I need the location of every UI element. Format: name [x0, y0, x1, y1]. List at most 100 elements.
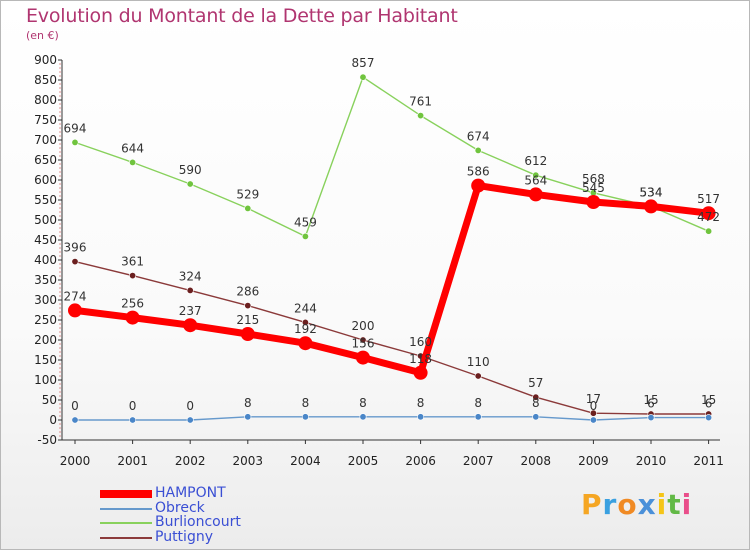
data-point-burlioncourt: [417, 112, 425, 120]
logo-letter: x: [637, 488, 657, 521]
data-label-obreck: 8: [244, 396, 252, 410]
data-label-obreck: 6: [647, 397, 655, 411]
x-tick-label: 2008: [521, 454, 552, 468]
y-minor-tick: [59, 371, 61, 373]
data-label-obreck: 0: [590, 399, 598, 413]
data-label-obreck: 8: [474, 396, 482, 410]
y-tick-label: 0: [49, 413, 57, 427]
y-tick-label: 500: [34, 213, 57, 227]
x-tick-label: 2002: [175, 454, 206, 468]
y-minor-tick: [59, 227, 61, 229]
data-label-obreck: 0: [129, 399, 137, 413]
y-minor-tick: [59, 435, 61, 437]
data-label-burlioncourt: 590: [179, 163, 202, 177]
y-minor-tick: [59, 411, 61, 413]
x-tick-label: 2005: [348, 454, 379, 468]
y-minor-tick: [59, 347, 61, 349]
y-minor-tick: [59, 415, 61, 417]
data-point-hampont: [528, 187, 543, 202]
y-minor-tick: [59, 251, 61, 253]
y-minor-tick: [59, 343, 61, 345]
y-minor-tick: [59, 67, 61, 69]
data-point-hampont: [701, 206, 716, 221]
y-minor-tick: [59, 395, 61, 397]
data-label-burlioncourt: 568: [582, 172, 605, 186]
line-chart: -500501001502002503003504004505005506006…: [34, 53, 724, 468]
legend-swatch: [100, 507, 152, 510]
y-minor-tick: [59, 263, 61, 265]
logo-letter: i: [656, 488, 668, 521]
data-label-burlioncourt: 612: [524, 154, 547, 168]
x-tick-label: 2006: [405, 454, 436, 468]
data-point-obreck: [417, 413, 425, 421]
data-label-obreck: 8: [359, 396, 367, 410]
legend-label: Puttigny: [155, 528, 213, 545]
y-minor-tick: [59, 127, 61, 129]
y-minor-tick: [59, 167, 61, 169]
data-point-puttigny: [474, 372, 482, 380]
data-point-obreck: [301, 413, 309, 421]
data-label-obreck: 8: [417, 396, 425, 410]
y-minor-tick: [59, 283, 61, 285]
y-minor-tick: [59, 163, 61, 165]
y-minor-tick: [59, 243, 61, 245]
data-label-hampont: 192: [294, 322, 317, 336]
y-minor-tick: [59, 287, 61, 289]
y-tick-label: 150: [34, 353, 57, 367]
data-label-obreck: 0: [71, 399, 79, 413]
y-minor-tick: [59, 111, 61, 113]
y-minor-tick: [59, 367, 61, 369]
y-tick-label: 100: [34, 373, 57, 387]
y-minor-tick: [59, 355, 61, 357]
y-minor-tick: [59, 107, 61, 109]
data-point-puttigny: [129, 272, 137, 280]
legend-label: HAMPONT: [155, 485, 226, 501]
data-label-burlioncourt: 534: [640, 185, 663, 199]
y-tick-label: 350: [34, 273, 57, 287]
y-minor-tick: [59, 375, 61, 377]
data-point-burlioncourt: [532, 171, 540, 179]
y-tick-label: -50: [37, 433, 57, 447]
x-tick-label: 2007: [463, 454, 494, 468]
data-label-puttigny: 160: [409, 335, 432, 349]
data-point-hampont: [183, 318, 198, 333]
data-label-puttigny: 396: [64, 241, 87, 255]
y-minor-tick: [59, 275, 61, 277]
data-point-burlioncourt: [705, 227, 713, 235]
data-point-obreck: [589, 416, 597, 424]
y-minor-tick: [59, 183, 61, 185]
data-label-obreck: 8: [532, 396, 540, 410]
data-point-puttigny: [244, 302, 252, 310]
logo-letter: r: [602, 488, 618, 521]
data-point-hampont: [586, 195, 601, 209]
y-minor-tick: [59, 387, 61, 389]
data-point-puttigny: [532, 393, 540, 401]
y-minor-tick: [59, 247, 61, 249]
data-point-hampont: [356, 350, 370, 365]
y-minor-tick: [59, 91, 61, 93]
data-label-burlioncourt: 674: [467, 129, 490, 143]
y-tick-label: 250: [34, 313, 57, 327]
data-point-burlioncourt: [301, 232, 309, 240]
y-minor-tick: [59, 211, 61, 213]
data-label-burlioncourt: 694: [64, 121, 87, 135]
data-point-obreck: [647, 414, 655, 422]
y-minor-tick: [59, 267, 61, 269]
data-point-obreck: [186, 416, 194, 424]
data-point-burlioncourt: [359, 73, 367, 81]
chart-subtitle: (en €): [26, 29, 59, 42]
data-label-burlioncourt: 857: [352, 56, 375, 70]
data-point-puttigny: [186, 286, 194, 294]
data-point-burlioncourt: [71, 138, 79, 146]
logo-letter: o: [617, 488, 638, 521]
data-point-hampont: [68, 303, 82, 318]
data-point-obreck: [705, 414, 713, 422]
series-line-puttigny: [74, 260, 710, 415]
y-minor-tick: [59, 311, 61, 313]
data-point-hampont: [125, 310, 140, 325]
data-point-hampont: [644, 199, 658, 214]
data-point-obreck: [71, 416, 79, 424]
data-label-burlioncourt: 459: [294, 215, 317, 229]
x-tick-label: 2000: [60, 454, 91, 468]
